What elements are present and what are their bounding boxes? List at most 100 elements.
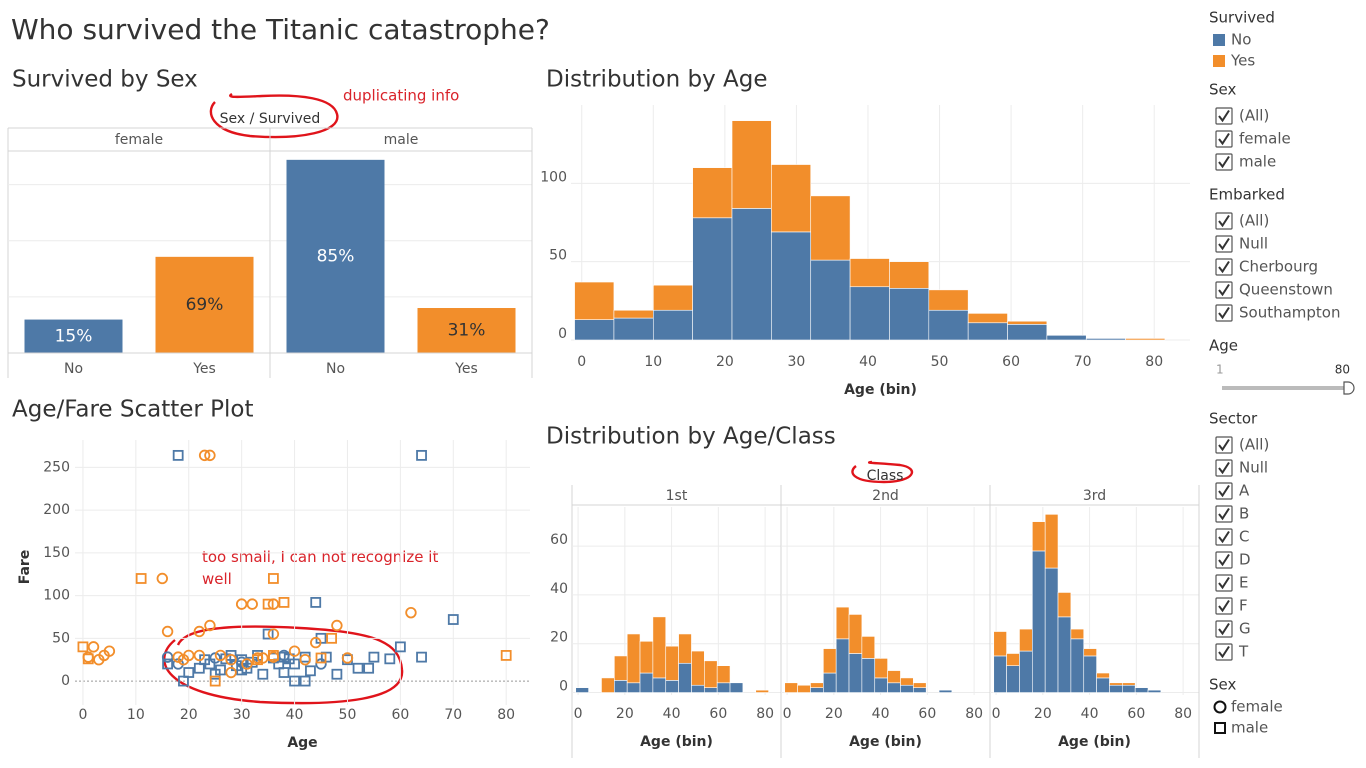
checkbox-label[interactable]: Cherbourg (1239, 258, 1318, 276)
histogram-bar (1007, 324, 1048, 341)
histogram-bar (797, 684, 811, 693)
scatter-point (204, 619, 216, 632)
histogram-bar (928, 289, 969, 311)
facet-label: female (115, 132, 163, 148)
checkbox-label[interactable]: (All) (1239, 436, 1269, 454)
checkbox[interactable] (1215, 551, 1233, 569)
y-tick-label: 200 (43, 502, 70, 518)
filter-title: Sex (1209, 81, 1236, 99)
scatter-point (289, 675, 300, 687)
checkbox-label[interactable]: C (1239, 528, 1249, 546)
histogram-bar (1007, 320, 1048, 325)
histogram-bar (652, 309, 693, 341)
checkmark (1218, 438, 1230, 452)
checkbox-label[interactable]: Null (1239, 459, 1268, 477)
histogram-bar (1057, 592, 1072, 618)
histogram-bar (771, 231, 812, 341)
checkbox-label[interactable]: (All) (1239, 212, 1269, 230)
histogram-bar (874, 677, 888, 693)
checkbox[interactable] (1215, 212, 1233, 230)
histogram-bar (861, 636, 876, 659)
x-tick-label: 20 (825, 706, 843, 722)
checkbox-label[interactable]: Queenstown (1239, 281, 1333, 299)
scatter-point (278, 597, 290, 608)
checkmark (1218, 461, 1230, 475)
histogram-bar (967, 313, 1008, 324)
checkbox[interactable] (1215, 528, 1233, 546)
checkbox[interactable] (1215, 107, 1233, 125)
scatter-point (267, 651, 280, 663)
checkbox[interactable] (1215, 436, 1233, 454)
histogram-bar (1085, 338, 1126, 341)
slider-handle[interactable] (1343, 381, 1355, 395)
x-tick-label: 40 (1081, 706, 1099, 722)
checkbox[interactable] (1215, 505, 1233, 523)
y-tick-label: 150 (43, 545, 70, 561)
checkbox-label[interactable]: (All) (1239, 107, 1269, 125)
checkbox[interactable] (1215, 304, 1233, 322)
histogram-bar (665, 680, 679, 693)
legend-shape (1214, 722, 1226, 734)
y-tick-label: 40 (550, 581, 568, 597)
checkmark (1218, 553, 1230, 567)
scribble (163, 625, 404, 705)
checkbox[interactable] (1215, 620, 1233, 638)
legend-label: female (1231, 698, 1283, 716)
histogram-bar (900, 677, 914, 686)
scatter-point (447, 614, 459, 625)
checkbox[interactable] (1215, 482, 1233, 500)
checkbox[interactable] (1215, 281, 1233, 299)
checkbox[interactable] (1215, 574, 1233, 592)
checkbox-label[interactable]: G (1239, 620, 1251, 638)
histogram-bar (691, 684, 705, 693)
scatter-point (257, 668, 269, 680)
annotation: duplicating info (343, 87, 459, 105)
histogram-bar (889, 261, 930, 289)
histogram-bar (1096, 672, 1110, 679)
checkbox-label[interactable]: Null (1239, 235, 1268, 253)
checkbox-label[interactable]: A (1239, 482, 1250, 500)
checkbox[interactable] (1215, 459, 1233, 477)
x-tick-label: 10 (644, 354, 662, 370)
histogram-bar (652, 616, 667, 679)
checkbox[interactable] (1215, 643, 1233, 661)
histogram-bar (900, 684, 914, 693)
x-axis-title: Age (bin) (640, 734, 713, 750)
scatter-point (310, 636, 322, 649)
checkbox[interactable] (1215, 153, 1233, 171)
x-tick-label: 60 (391, 707, 409, 723)
data-label: 69% (186, 295, 224, 315)
histogram-bar (1032, 550, 1046, 693)
checkbox-label[interactable]: D (1239, 551, 1251, 569)
checkbox-label[interactable]: E (1239, 574, 1248, 592)
histogram-bar (575, 687, 589, 693)
histogram-bar (601, 677, 615, 693)
scatter-point (214, 649, 227, 662)
histogram-bar (574, 319, 615, 341)
checkbox-label[interactable]: F (1239, 597, 1248, 615)
checkbox[interactable] (1215, 597, 1233, 615)
y-tick-label: 60 (550, 532, 568, 548)
scatter-point (204, 449, 216, 462)
histogram-bar (1019, 628, 1033, 652)
checkbox-label[interactable]: male (1239, 153, 1276, 171)
scatter-point (235, 656, 248, 668)
checkbox[interactable] (1215, 235, 1233, 253)
histogram-bar (716, 665, 731, 684)
checkbox-label[interactable]: T (1238, 643, 1249, 661)
x-tick-label: 70 (1074, 354, 1092, 370)
checkbox-label[interactable]: female (1239, 130, 1291, 148)
x-tick-label: 20 (1034, 706, 1052, 722)
checkbox-label[interactable]: B (1239, 505, 1249, 523)
facet-label: 3rd (1083, 488, 1106, 504)
scatter-point (363, 662, 375, 674)
checkbox-label[interactable]: Southampton (1239, 304, 1340, 322)
checkbox[interactable] (1215, 130, 1233, 148)
legend-label: No (1231, 31, 1251, 49)
histogram-bar (614, 655, 628, 681)
scatter-point (209, 675, 221, 687)
scatter-point (331, 619, 343, 632)
checkbox[interactable] (1215, 258, 1233, 276)
y-tick-label: 20 (550, 630, 568, 646)
filter-title: Embarked (1209, 186, 1285, 204)
